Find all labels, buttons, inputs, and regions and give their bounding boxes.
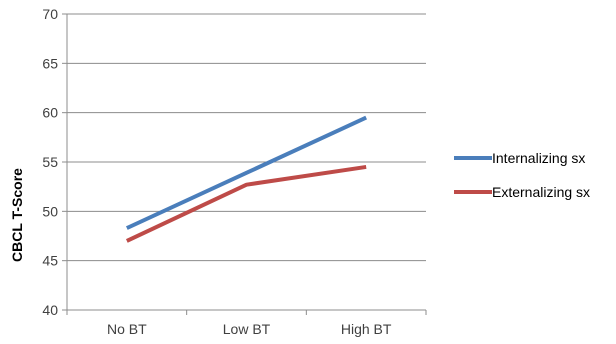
y-tick-label: 45 [42,253,58,269]
y-axis-title: CBCL T-Score [9,168,25,262]
y-axis-tick-labels: 40 45 50 55 60 65 70 [42,6,58,318]
axes [66,14,427,315]
x-tick-label: Low BT [223,321,271,337]
series-line [125,115,368,230]
legend: Internalizing sx Externalizing sx [454,150,590,200]
legend-label: Externalizing sx [492,184,590,200]
y-tick-label: 40 [42,302,58,318]
y-tick-label: 50 [42,203,58,219]
legend-label: Internalizing sx [492,150,585,166]
x-tick-label: High BT [341,321,392,337]
series-lines [125,115,368,243]
x-tick-label: No BT [107,321,147,337]
y-tick-label: 65 [42,55,58,71]
gridlines [62,13,426,311]
series-line [125,164,367,243]
y-tick-label: 55 [42,154,58,170]
y-tick-label: 60 [42,105,58,121]
x-axis-tick-labels: No BT Low BT High BT [107,321,392,337]
y-tick-label: 70 [42,6,58,22]
